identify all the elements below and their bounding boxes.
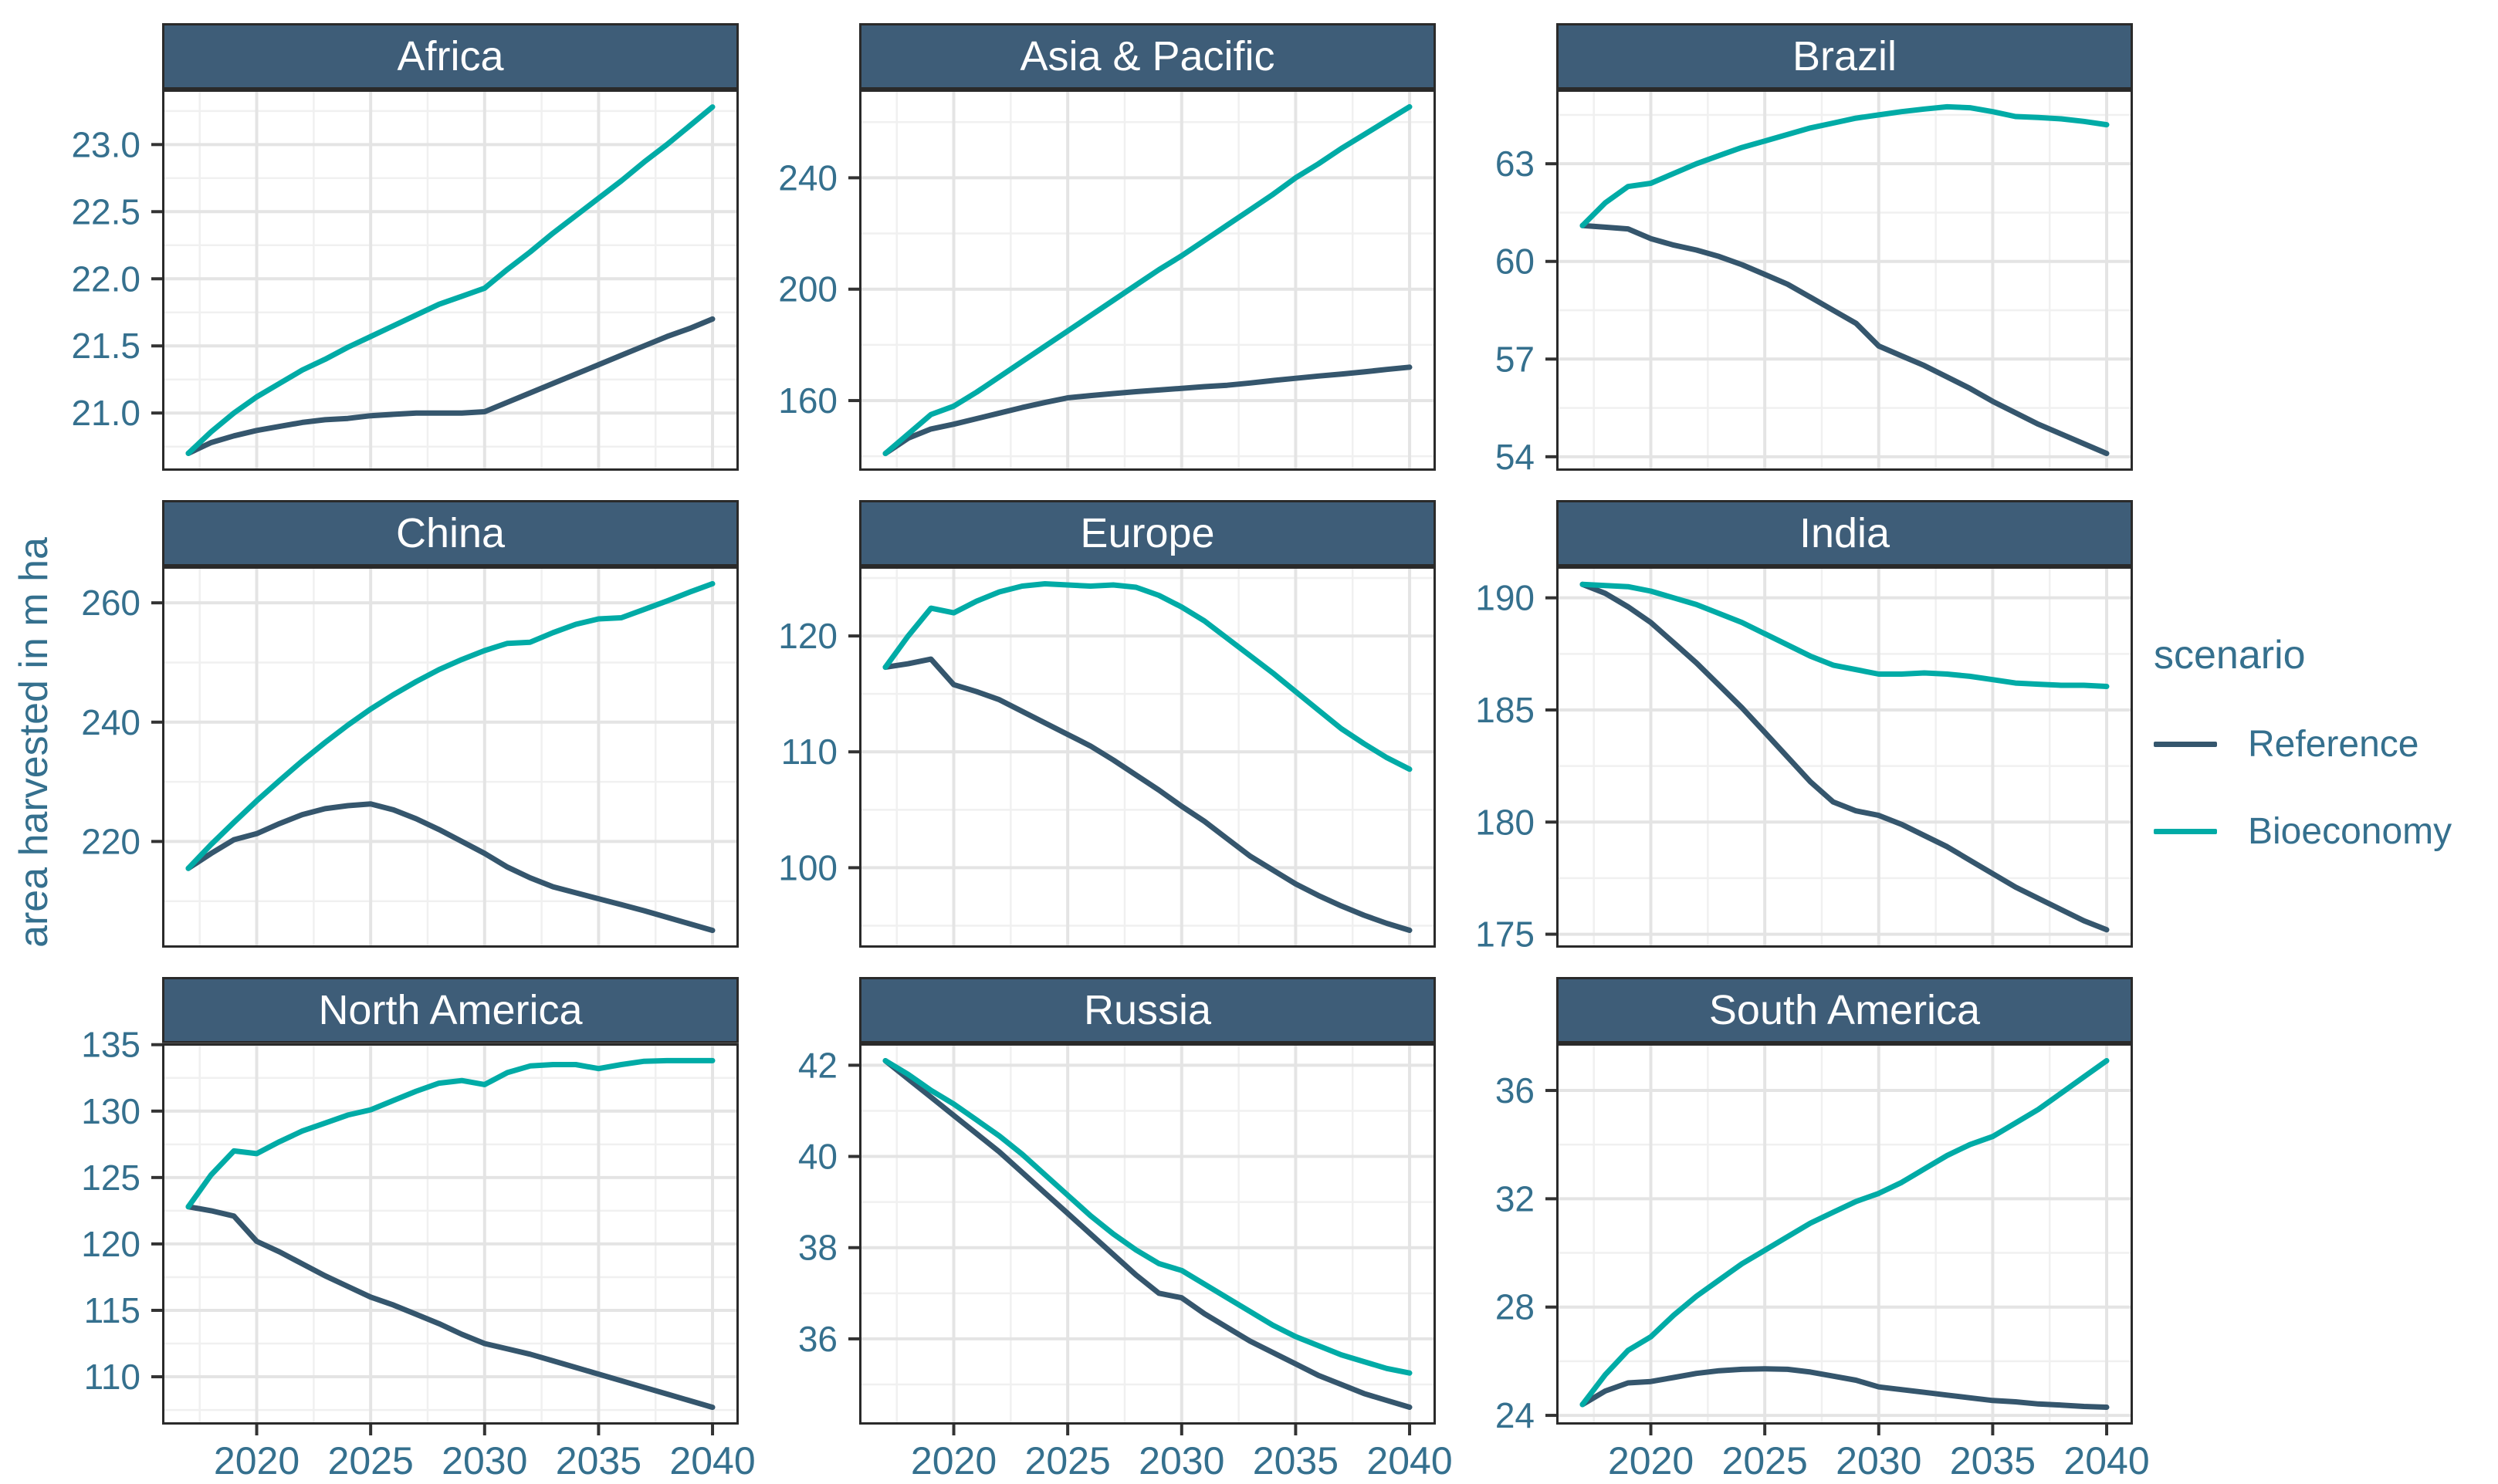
panel-plot-svg: 36 38 40 42 2020 2025 2030 2035 2040: [798, 1043, 1453, 1482]
panel-plot: 175 180 185 190: [1464, 566, 2133, 955]
panel-title: China: [162, 500, 739, 566]
panel-asia-pacific: Asia & Pacific 160 200 240: [767, 23, 1436, 477]
svg-text:2025: 2025: [328, 1439, 414, 1482]
svg-text:23.0: 23.0: [71, 124, 140, 164]
panel-plot: 110 115 120 125 130 135 2020 2025 2030 2035 2040: [69, 1025, 755, 1484]
y-axis-title: area harvested in m ha: [12, 536, 56, 948]
legend-item-bioeconomy: Bioeconomy: [2154, 810, 2462, 853]
svg-text:36: 36: [798, 1319, 838, 1359]
svg-text:63: 63: [1495, 144, 1535, 184]
legend-label: Reference: [2248, 723, 2419, 765]
panel-south-america: South America 24 28 32 36 2020 2025 2030 2035 20…: [1464, 977, 2150, 1484]
legend: scenario Reference Bioeconomy: [2154, 632, 2462, 853]
svg-text:115: 115: [84, 1290, 140, 1330]
panel-plot: 36 38 40 42 2020 2025 2030 2035 2040: [767, 1043, 1453, 1484]
panel-plot-svg: 54 57 60 63: [1495, 90, 2133, 477]
panel-title: Russia: [859, 977, 1436, 1043]
reference-line-swatch: [2154, 741, 2217, 747]
svg-text:2040: 2040: [2063, 1439, 2149, 1482]
svg-text:120: 120: [778, 616, 838, 656]
svg-text:100: 100: [778, 847, 838, 887]
svg-text:135: 135: [81, 1025, 140, 1065]
svg-text:22.5: 22.5: [71, 191, 140, 232]
panel-title: North America: [162, 977, 739, 1043]
panel-plot: 24 28 32 36 2020 2025 2030 2035 2040: [1464, 1043, 2150, 1484]
svg-text:2020: 2020: [1608, 1439, 1694, 1482]
panel-plot: 100 110 120: [767, 566, 1436, 954]
svg-text:110: 110: [84, 1357, 140, 1397]
svg-text:2035: 2035: [1253, 1439, 1339, 1482]
svg-text:185: 185: [1475, 690, 1535, 730]
svg-text:57: 57: [1495, 339, 1535, 379]
panel-title: Europe: [859, 500, 1436, 566]
legend-item-reference: Reference: [2154, 723, 2462, 766]
panel-plot: 160 200 240: [767, 90, 1436, 477]
panel-plot-svg: 100 110 120: [778, 566, 1436, 948]
legend-label: Bioeconomy: [2248, 810, 2452, 852]
svg-text:200: 200: [778, 269, 838, 309]
svg-text:130: 130: [81, 1091, 140, 1131]
svg-text:2030: 2030: [442, 1439, 527, 1482]
panel-plot-svg: 220 240 260: [81, 566, 739, 948]
svg-text:2030: 2030: [1836, 1439, 1921, 1482]
panel-north-america: North America 110 115 120 125 130 135 2020 2025…: [69, 977, 756, 1484]
panel-plot: 220 240 260: [69, 566, 739, 954]
panel-europe: Europe 100 110 120: [767, 500, 1436, 954]
legend-title: scenario: [2154, 632, 2306, 678]
panel-brazil: Brazil 54 57 60 63: [1464, 23, 2133, 477]
svg-text:240: 240: [778, 157, 838, 198]
svg-text:22.0: 22.0: [71, 259, 140, 299]
svg-text:2025: 2025: [1722, 1439, 1808, 1482]
svg-text:125: 125: [81, 1158, 140, 1198]
svg-text:2040: 2040: [1366, 1439, 1452, 1482]
panel-china: China 220 240 260: [69, 500, 739, 954]
panel-title: India: [1556, 500, 2133, 566]
svg-text:40: 40: [798, 1137, 838, 1177]
svg-text:28: 28: [1495, 1287, 1535, 1327]
svg-text:32: 32: [1495, 1178, 1535, 1219]
svg-text:220: 220: [81, 821, 140, 861]
svg-text:21.5: 21.5: [71, 326, 140, 366]
bioeconomy-line-swatch: [2154, 828, 2217, 834]
panel-plot-svg: 160 200 240: [778, 90, 1436, 471]
svg-text:2030: 2030: [1139, 1439, 1224, 1482]
svg-text:180: 180: [1475, 802, 1535, 842]
svg-text:2020: 2020: [214, 1439, 300, 1482]
svg-text:54: 54: [1495, 437, 1535, 477]
svg-text:42: 42: [798, 1045, 838, 1085]
svg-text:2035: 2035: [1950, 1439, 2036, 1482]
panel-russia: Russia 36 38 40 42 2020 2025 2030 2035 2040: [767, 977, 1453, 1484]
svg-text:2040: 2040: [669, 1439, 755, 1482]
svg-text:36: 36: [1495, 1070, 1535, 1110]
svg-text:120: 120: [81, 1224, 140, 1264]
panel-plot-svg: 110 115 120 125 130 135 2020 2025 2030 2035 2040: [81, 1025, 755, 1482]
panel-plot-svg: 24 28 32 36 2020 2025 2030 2035 2040: [1495, 1043, 2150, 1482]
svg-text:240: 240: [81, 702, 140, 742]
svg-text:2025: 2025: [1025, 1439, 1111, 1482]
svg-text:110: 110: [781, 732, 838, 772]
panel-africa: Africa 21.0 21.5 22.0 22.5 23.0: [69, 23, 739, 477]
panel-title: Brazil: [1556, 23, 2133, 90]
svg-text:60: 60: [1495, 242, 1535, 282]
svg-text:38: 38: [798, 1228, 838, 1268]
svg-text:160: 160: [778, 380, 838, 421]
svg-text:175: 175: [1475, 914, 1535, 955]
svg-text:24: 24: [1495, 1395, 1535, 1435]
svg-text:2035: 2035: [556, 1439, 641, 1482]
panel-plot-svg: 175 180 185 190: [1475, 566, 2133, 955]
panel-plot-svg: 21.0 21.5 22.0 22.5 23.0: [71, 90, 739, 471]
svg-text:2020: 2020: [911, 1439, 997, 1482]
facet-grid: Africa 21.0 21.5 22.0 22.5 23.0 Asia & Pacif…: [69, 23, 2150, 1484]
panel-title: Africa: [162, 23, 739, 90]
svg-text:21.0: 21.0: [71, 393, 140, 433]
panel-plot: 54 57 60 63: [1464, 90, 2133, 477]
svg-text:190: 190: [1475, 578, 1535, 618]
panel-title: Asia & Pacific: [859, 23, 1436, 90]
svg-text:260: 260: [81, 583, 140, 623]
panel-india: India 175 180 185 190: [1464, 500, 2133, 955]
panel-plot: 21.0 21.5 22.0 22.5 23.0: [69, 90, 739, 477]
panel-title: South America: [1556, 977, 2133, 1043]
